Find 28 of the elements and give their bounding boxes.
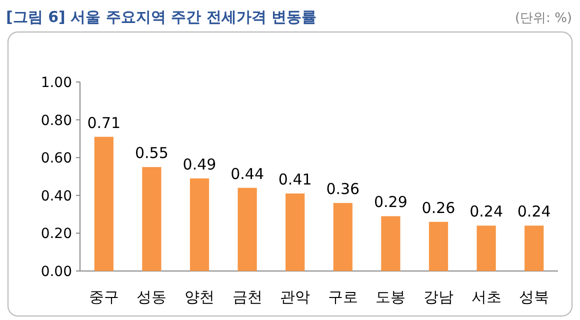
xtick: 중구 [88, 288, 119, 306]
title: [그림 6] 서울 주요지역 주간 전세가격 변동률 [6, 8, 316, 26]
ytick: 0.60 [40, 150, 72, 167]
ytick: 0.40 [40, 188, 72, 204]
annotation: (단위: %) [514, 11, 572, 26]
xtick: 서초 [471, 288, 502, 306]
xtick: 금천 [232, 288, 262, 306]
data-label: 0.71 [87, 114, 121, 132]
ytick: 1.00 [40, 75, 72, 91]
data-label: 0.41 [278, 170, 312, 188]
data-label: 0.49 [182, 155, 216, 174]
xtick: 관악 [280, 288, 310, 306]
data-label: 0.24 [517, 202, 551, 221]
xtick: 구로 [328, 288, 358, 306]
xtick: 성동 [136, 288, 167, 306]
data-label: 0.44 [230, 164, 264, 183]
xtick: 도봉 [376, 288, 406, 306]
data-label: 0.24 [470, 202, 503, 221]
data-label: 0.55 [135, 144, 168, 162]
xtick: 양천 [184, 288, 214, 306]
xtick: 강남 [424, 288, 454, 306]
data-label: 0.26 [422, 198, 456, 217]
xtick: 성북 [519, 288, 550, 306]
data-label: 0.29 [374, 193, 408, 212]
ytick: 0.80 [40, 112, 72, 129]
ytick: 0.00 [40, 264, 72, 280]
ytick: 0.20 [40, 226, 72, 242]
data-label: 0.36 [326, 180, 360, 198]
